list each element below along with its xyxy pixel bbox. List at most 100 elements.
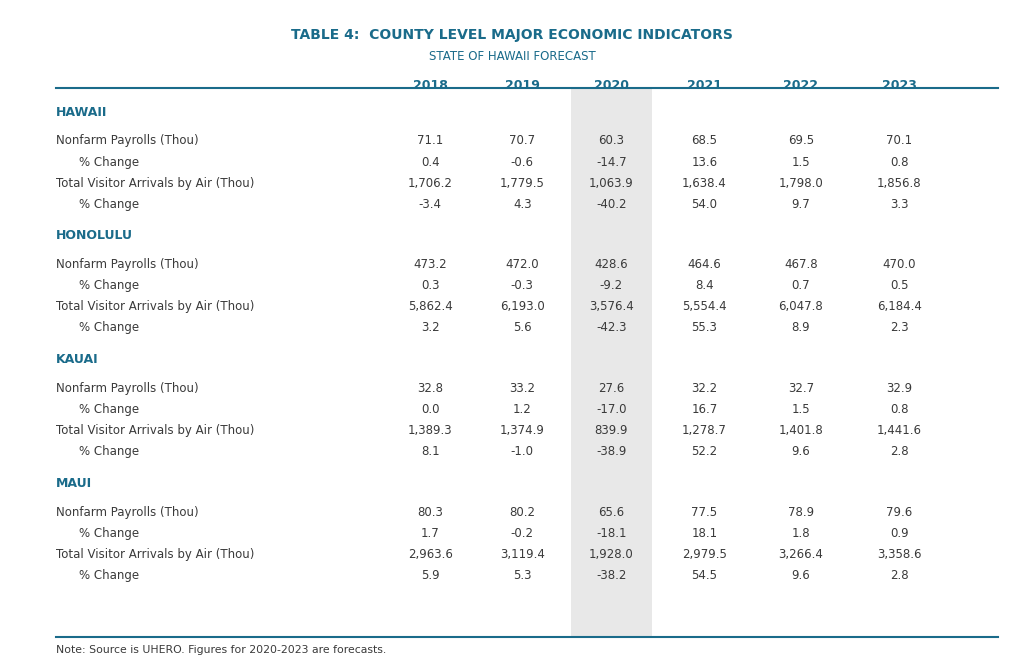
Text: -9.2: -9.2 [600, 280, 623, 292]
Text: 71.1: 71.1 [417, 134, 443, 147]
Text: -38.2: -38.2 [596, 569, 627, 582]
Text: 5.3: 5.3 [513, 569, 531, 582]
Text: 77.5: 77.5 [691, 506, 718, 518]
Text: Total Visitor Arrivals by Air (Thou): Total Visitor Arrivals by Air (Thou) [56, 424, 255, 437]
Text: 2021: 2021 [687, 79, 722, 92]
Text: 6,193.0: 6,193.0 [500, 300, 545, 313]
Text: % Change: % Change [79, 280, 139, 292]
Text: 9.7: 9.7 [792, 198, 810, 211]
Text: 473.2: 473.2 [414, 258, 446, 271]
Text: 1,928.0: 1,928.0 [589, 548, 634, 561]
Text: 3.3: 3.3 [890, 198, 908, 211]
Text: 3.2: 3.2 [421, 321, 439, 334]
Text: 65.6: 65.6 [598, 506, 625, 518]
Text: 2020: 2020 [594, 79, 629, 92]
Text: KAUAI: KAUAI [56, 353, 99, 366]
Text: 3,576.4: 3,576.4 [589, 300, 634, 313]
Text: 472.0: 472.0 [506, 258, 539, 271]
Text: 68.5: 68.5 [691, 134, 718, 147]
Text: 5,862.4: 5,862.4 [408, 300, 453, 313]
Text: 0.0: 0.0 [421, 403, 439, 416]
Text: 60.3: 60.3 [598, 134, 625, 147]
Text: 1.8: 1.8 [792, 527, 810, 540]
Text: Total Visitor Arrivals by Air (Thou): Total Visitor Arrivals by Air (Thou) [56, 177, 255, 189]
Text: 2.8: 2.8 [890, 569, 908, 582]
Text: 1,856.8: 1,856.8 [877, 177, 922, 189]
Text: 1,063.9: 1,063.9 [589, 177, 634, 189]
Text: 1.5: 1.5 [792, 156, 810, 169]
Text: 5.9: 5.9 [421, 569, 439, 582]
Text: 18.1: 18.1 [691, 527, 718, 540]
Text: -0.3: -0.3 [511, 280, 534, 292]
Text: 9.6: 9.6 [792, 569, 810, 582]
Text: % Change: % Change [79, 403, 139, 416]
Text: 80.3: 80.3 [417, 506, 443, 518]
Text: 1,389.3: 1,389.3 [408, 424, 453, 437]
Text: 2019: 2019 [505, 79, 540, 92]
Text: 70.7: 70.7 [509, 134, 536, 147]
Text: 428.6: 428.6 [595, 258, 628, 271]
Text: 1.2: 1.2 [513, 403, 531, 416]
Text: MAUI: MAUI [56, 477, 92, 490]
Text: 54.5: 54.5 [691, 569, 718, 582]
Text: 839.9: 839.9 [595, 424, 628, 437]
Text: % Change: % Change [79, 569, 139, 582]
Text: 1,401.8: 1,401.8 [778, 424, 823, 437]
Text: Nonfarm Payrolls (Thou): Nonfarm Payrolls (Thou) [56, 134, 199, 147]
Text: 2.8: 2.8 [890, 445, 908, 458]
Text: -42.3: -42.3 [596, 321, 627, 334]
Text: 13.6: 13.6 [691, 156, 718, 169]
Text: 2,963.6: 2,963.6 [408, 548, 453, 561]
Text: Nonfarm Payrolls (Thou): Nonfarm Payrolls (Thou) [56, 506, 199, 518]
Text: % Change: % Change [79, 527, 139, 540]
Text: 1.7: 1.7 [421, 527, 439, 540]
Text: 32.2: 32.2 [691, 382, 718, 395]
Text: 6,184.4: 6,184.4 [877, 300, 922, 313]
Text: 1,374.9: 1,374.9 [500, 424, 545, 437]
Text: 9.6: 9.6 [792, 445, 810, 458]
Text: 8.4: 8.4 [695, 280, 714, 292]
Text: 8.1: 8.1 [421, 445, 439, 458]
Text: 1,278.7: 1,278.7 [682, 424, 727, 437]
Text: Nonfarm Payrolls (Thou): Nonfarm Payrolls (Thou) [56, 382, 199, 395]
Text: -18.1: -18.1 [596, 527, 627, 540]
Text: 0.8: 0.8 [890, 403, 908, 416]
Text: HAWAII: HAWAII [56, 106, 108, 118]
Text: TABLE 4:  COUNTY LEVEL MAJOR ECONOMIC INDICATORS: TABLE 4: COUNTY LEVEL MAJOR ECONOMIC IND… [291, 28, 733, 42]
Text: 27.6: 27.6 [598, 382, 625, 395]
Text: 2022: 2022 [783, 79, 818, 92]
Text: 16.7: 16.7 [691, 403, 718, 416]
Text: 3,119.4: 3,119.4 [500, 548, 545, 561]
Text: 1,638.4: 1,638.4 [682, 177, 727, 189]
Text: 1,798.0: 1,798.0 [778, 177, 823, 189]
Text: 2.3: 2.3 [890, 321, 908, 334]
Text: 79.6: 79.6 [886, 506, 912, 518]
Text: Total Visitor Arrivals by Air (Thou): Total Visitor Arrivals by Air (Thou) [56, 300, 255, 313]
Text: 3,266.4: 3,266.4 [778, 548, 823, 561]
Text: 2023: 2023 [882, 79, 916, 92]
Text: 32.7: 32.7 [787, 382, 814, 395]
Text: 5,554.4: 5,554.4 [682, 300, 727, 313]
Text: 0.4: 0.4 [421, 156, 439, 169]
Text: 52.2: 52.2 [691, 445, 718, 458]
Text: HONOLULU: HONOLULU [56, 229, 133, 242]
Text: -0.6: -0.6 [511, 156, 534, 169]
Text: 467.8: 467.8 [784, 258, 817, 271]
Text: 32.9: 32.9 [886, 382, 912, 395]
Text: 54.0: 54.0 [691, 198, 718, 211]
Text: 470.0: 470.0 [883, 258, 915, 271]
Text: 32.8: 32.8 [417, 382, 443, 395]
Text: 33.2: 33.2 [509, 382, 536, 395]
Text: 1,779.5: 1,779.5 [500, 177, 545, 189]
Text: 0.8: 0.8 [890, 156, 908, 169]
Text: 8.9: 8.9 [792, 321, 810, 334]
Text: 4.3: 4.3 [513, 198, 531, 211]
Text: 1.5: 1.5 [792, 403, 810, 416]
Text: -17.0: -17.0 [596, 403, 627, 416]
Text: % Change: % Change [79, 198, 139, 211]
Text: Nonfarm Payrolls (Thou): Nonfarm Payrolls (Thou) [56, 258, 199, 271]
Text: -38.9: -38.9 [596, 445, 627, 458]
Text: % Change: % Change [79, 445, 139, 458]
Text: 6,047.8: 6,047.8 [778, 300, 823, 313]
Text: -14.7: -14.7 [596, 156, 627, 169]
